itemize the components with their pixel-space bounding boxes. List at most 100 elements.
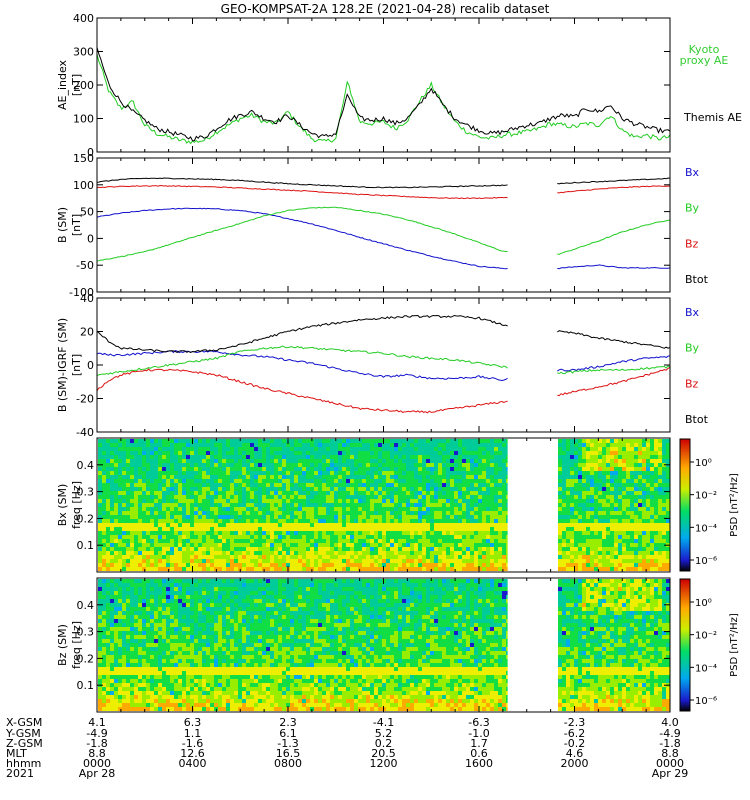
spectro-cell (342, 467, 346, 471)
spectro-cell (402, 479, 406, 483)
spectro-cell (422, 467, 426, 471)
spectro-cell (118, 551, 122, 555)
spectro-cell (350, 491, 354, 495)
spectro-cell (338, 531, 342, 535)
spectro-cell (106, 607, 110, 611)
spectro-cell (650, 491, 654, 495)
spectro-cell (318, 483, 322, 487)
spectro-cell (302, 511, 306, 515)
figure-title: GEO-KOMPSAT-2A 128.2E (2021-04-28) recal… (221, 2, 550, 16)
spectro-cell (570, 563, 574, 567)
spectro-cell (326, 479, 330, 483)
spectro-cell (230, 475, 234, 479)
spectro-cell (582, 551, 586, 555)
spectro-cell (662, 507, 666, 511)
spectro-cell (470, 495, 474, 499)
spectro-cell (598, 555, 602, 559)
spectro-cell (110, 507, 114, 511)
spectro-cell (154, 531, 158, 535)
spectro-cell (206, 491, 210, 495)
spectro-cell (354, 467, 358, 471)
spectro-cell (330, 491, 334, 495)
spectro-cell (214, 547, 218, 551)
spectro-cell (622, 475, 626, 479)
spectro-cell (402, 455, 406, 459)
spectro-cell (650, 523, 654, 527)
spectro-cell (102, 487, 106, 491)
spectro-cell (242, 551, 246, 555)
spectro-cell (298, 515, 302, 519)
spectro-cell (642, 523, 646, 527)
spectro-cell (226, 563, 230, 567)
spectro-cell (486, 451, 490, 455)
spectro-cell (410, 443, 414, 447)
spectro-cell (134, 523, 138, 527)
spectro-cell (194, 483, 198, 487)
spectro-cell (234, 439, 238, 443)
spectro-cell (198, 563, 202, 567)
spectro-cell (114, 491, 118, 495)
legend-bz: Bz (685, 377, 699, 390)
spectro-cell (130, 495, 134, 499)
spectro-cell (434, 531, 438, 535)
spectro-cell (342, 547, 346, 551)
spectro-cell (478, 463, 482, 467)
spectro-cell (198, 459, 202, 463)
spectro-cell (294, 543, 298, 547)
spectro-cell (410, 507, 414, 511)
spectro-cell (190, 515, 194, 519)
spectro-cell (290, 527, 294, 531)
spectro-cell (218, 559, 222, 563)
spectro-cell (134, 443, 138, 447)
spectro-cell (454, 443, 458, 447)
spectro-cell (318, 515, 322, 519)
spectro-cell (422, 519, 426, 523)
spectro-cell (418, 495, 422, 499)
spectro-cell (126, 647, 130, 651)
spectro-cell (138, 663, 142, 667)
spectro-cell (210, 487, 214, 491)
spectro-cell (106, 651, 110, 655)
spectro-cell (634, 559, 638, 563)
spectro-cell (186, 567, 190, 571)
spectro-cell (402, 487, 406, 491)
spectro-cell (370, 567, 374, 571)
spectro-cell (154, 451, 158, 455)
spectro-cell (398, 535, 402, 539)
spectro-cell (254, 447, 258, 451)
spectro-cell (390, 555, 394, 559)
spectro-cell (206, 555, 210, 559)
spectro-cell (126, 563, 130, 567)
spectro-cell (354, 475, 358, 479)
spectro-cell (442, 527, 446, 531)
spectro-cell (610, 559, 614, 563)
spectro-cell (374, 527, 378, 531)
spectro-cell (326, 467, 330, 471)
spectro-cell (482, 503, 486, 507)
spectro-cell (326, 495, 330, 499)
spectro-cell (390, 523, 394, 527)
spectro-cell (582, 543, 586, 547)
spectro-cell (422, 527, 426, 531)
spectro-cell (462, 551, 466, 555)
spectro-cell (142, 551, 146, 555)
spectro-cell (174, 475, 178, 479)
spectro-cell (262, 467, 266, 471)
spectro-cell (138, 627, 142, 631)
spectro-cell (406, 523, 410, 527)
spectro-cell (110, 563, 114, 567)
spectro-cell (326, 507, 330, 511)
spectro-cell (306, 503, 310, 507)
spectro-cell (122, 643, 126, 647)
spectro-cell (366, 443, 370, 447)
spectro-cell (322, 539, 326, 543)
spectro-cell (262, 515, 266, 519)
spectro-cell (402, 551, 406, 555)
spectro-cell (394, 523, 398, 527)
spectro-cell (438, 495, 442, 499)
spectro-cell (310, 511, 314, 515)
spectro-cell (370, 511, 374, 515)
spectro-cell (102, 555, 106, 559)
spectro-cell (394, 503, 398, 507)
spectro-cell (98, 667, 102, 671)
